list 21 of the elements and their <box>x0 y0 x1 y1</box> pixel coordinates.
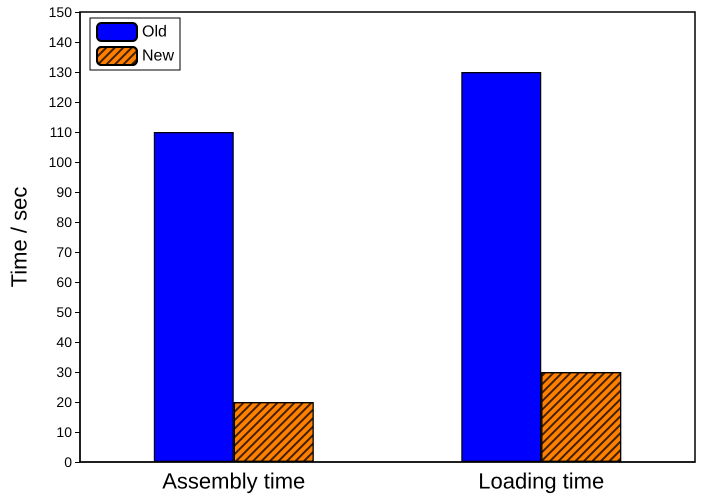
y-tick-label: 130 <box>48 64 72 80</box>
y-tick-label: 60 <box>56 274 72 290</box>
y-axis-title: Time / sec <box>6 186 32 288</box>
y-tick-label: 30 <box>56 364 72 380</box>
y-tick-label: 120 <box>48 94 72 110</box>
y-tick-label: 100 <box>48 154 72 170</box>
x-tick-label: Loading time <box>478 468 604 494</box>
y-tick-label: 110 <box>50 124 72 140</box>
y-tick-label: 0 <box>64 454 72 470</box>
y-tick-label: 150 <box>48 4 72 20</box>
x-tick-label: Assembly time <box>162 468 306 494</box>
y-tick-label: 80 <box>56 214 72 230</box>
legend-label: New <box>142 48 174 64</box>
y-tick-label: 140 <box>48 34 72 50</box>
y-tick-label: 20 <box>56 394 72 410</box>
y-tick-label: 70 <box>56 244 72 260</box>
y-tick-label: 40 <box>56 334 72 350</box>
y-tick-label: 10 <box>56 424 72 440</box>
legend-label: Old <box>142 24 167 40</box>
y-tick-label: 90 <box>56 184 72 200</box>
y-tick-label: 50 <box>56 304 72 320</box>
